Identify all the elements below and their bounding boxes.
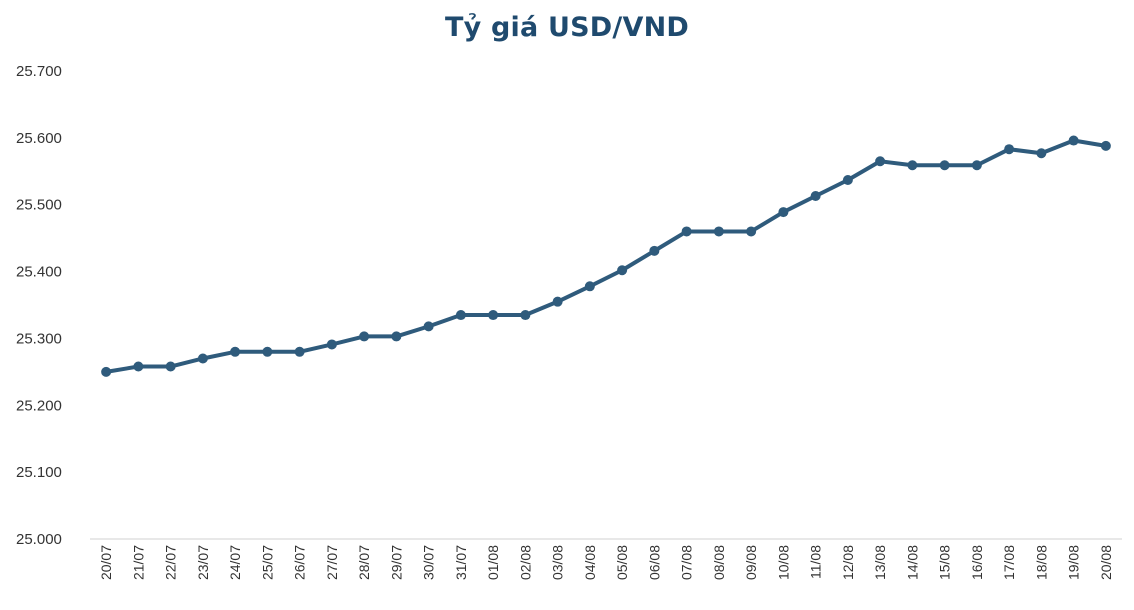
data-point [230, 346, 241, 357]
x-tick-label: 10/08 [775, 545, 791, 580]
data-point [488, 310, 499, 321]
series-points [101, 135, 1111, 377]
data-point [875, 156, 886, 167]
data-point [842, 174, 853, 185]
x-tick-label: 25/07 [259, 545, 275, 580]
x-axis-labels: 20/07 21/07 22/07 23/07 24/07 25/07 26/07 27/07… [98, 545, 1114, 580]
x-tick-label: 15/08 [937, 545, 953, 580]
x-tick-label: 09/08 [743, 545, 759, 580]
x-tick-label: 11/08 [808, 545, 824, 579]
series-line [104, 138, 1108, 374]
x-tick-label: 21/07 [130, 545, 146, 580]
y-axis-labels: 25.000 25.100 25.200 25.300 25.400 25.500 25.6… [16, 63, 62, 548]
y-tick-label: 25.100 [16, 464, 62, 481]
x-tick-label: 30/07 [421, 545, 437, 580]
data-point [359, 331, 370, 342]
x-tick-label: 03/08 [550, 545, 566, 580]
x-tick-label: 20/08 [1098, 545, 1114, 580]
data-point [326, 339, 337, 350]
data-point [423, 321, 434, 332]
y-tick-label: 25.600 [16, 130, 62, 147]
x-tick-label: 02/08 [517, 545, 533, 580]
data-point [810, 191, 821, 202]
chart-title: Tỷ giá USD/VND [445, 12, 689, 43]
x-tick-label: 18/08 [1033, 545, 1049, 580]
data-point [778, 207, 789, 218]
data-point [713, 226, 724, 237]
y-tick-label: 25.400 [16, 264, 62, 281]
x-tick-label: 17/08 [1001, 545, 1017, 580]
x-tick-label: 27/07 [324, 545, 340, 580]
data-point [520, 310, 531, 321]
data-point [455, 310, 466, 321]
data-point [1036, 148, 1047, 159]
x-tick-label: 12/08 [840, 545, 856, 580]
x-tick-label: 05/08 [614, 545, 630, 580]
x-tick-label: 29/07 [388, 545, 404, 580]
y-tick-label: 25.200 [16, 397, 62, 414]
x-tick-label: 28/07 [356, 545, 372, 580]
data-point [101, 366, 112, 377]
data-point [1100, 140, 1111, 151]
x-tick-label: 07/08 [679, 545, 695, 580]
x-tick-label: 16/08 [969, 545, 985, 580]
x-tick-label: 20/07 [98, 545, 114, 580]
y-tick-label: 25.500 [16, 197, 62, 214]
y-tick-label: 25.700 [16, 63, 62, 80]
x-tick-label: 23/07 [195, 545, 211, 580]
y-tick-label: 25.300 [16, 330, 62, 347]
data-point [552, 296, 563, 307]
x-tick-label: 01/08 [485, 545, 501, 580]
x-tick-label: 19/08 [1066, 545, 1082, 580]
y-tick-label: 25.000 [16, 531, 62, 548]
data-point [584, 281, 595, 292]
data-point [649, 245, 660, 256]
data-point [1004, 144, 1015, 155]
data-point [1068, 135, 1079, 146]
data-point [294, 346, 305, 357]
x-tick-label: 26/07 [292, 545, 308, 580]
x-tick-label: 04/08 [582, 545, 598, 580]
data-point [197, 353, 208, 364]
x-tick-label: 14/08 [904, 545, 920, 580]
data-point [971, 160, 982, 171]
data-point [681, 226, 692, 237]
x-tick-label: 13/08 [872, 545, 888, 580]
data-point [746, 226, 757, 237]
data-point [617, 265, 628, 276]
x-tick-label: 08/08 [711, 545, 727, 580]
x-tick-label: 31/07 [453, 545, 469, 580]
data-point [165, 361, 176, 372]
data-point [391, 331, 402, 342]
x-tick-label: 06/08 [646, 545, 662, 580]
data-point [133, 361, 144, 372]
data-point [907, 160, 918, 171]
data-point [939, 160, 950, 171]
data-point [262, 346, 273, 357]
x-tick-label: 22/07 [163, 545, 179, 580]
x-tick-label: 24/07 [227, 545, 243, 580]
